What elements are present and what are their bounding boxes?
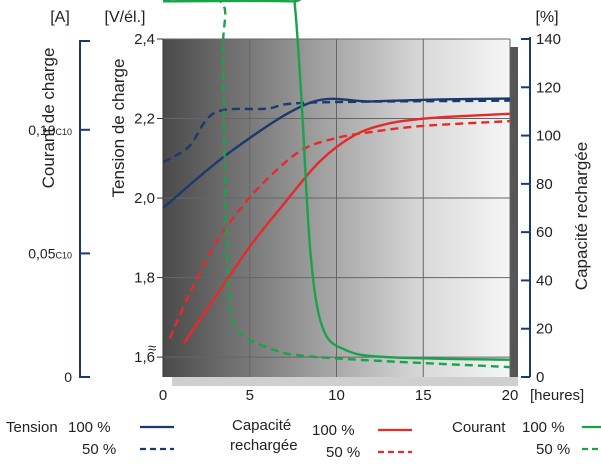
series-line-3 bbox=[168, 119, 511, 339]
legend-group-title: rechargée bbox=[230, 437, 298, 454]
legend: Tension 100 % 50 % Capacité rechargée 100 % 50… bbox=[6, 417, 601, 461]
x-tick-label: 20 bbox=[502, 387, 519, 404]
percent-tick-label: 100 bbox=[536, 128, 561, 145]
grid-lines bbox=[163, 38, 511, 377]
legend-group-title: Courant bbox=[452, 419, 506, 436]
x-axis-title: [heures] bbox=[530, 387, 584, 404]
voltage-tick-label: 2,2 bbox=[134, 111, 155, 128]
percent-tick-label: 40 bbox=[536, 272, 553, 289]
voltage-tick-label: 2,0 bbox=[134, 190, 155, 207]
current-tick-subscript: C10 bbox=[55, 250, 72, 260]
series-line-1 bbox=[162, 99, 511, 164]
legend-item-label: 100 % bbox=[312, 422, 355, 439]
legend-item-label: 50 % bbox=[326, 444, 360, 461]
axis-break-symbol: ≈ bbox=[148, 340, 156, 357]
percent-unit-label: [%] bbox=[535, 9, 558, 26]
percent-tick-label: 20 bbox=[536, 321, 553, 338]
voltage-axis-title: Tension de charge bbox=[109, 59, 128, 198]
plot-shadow-bottom bbox=[172, 377, 518, 386]
percent-tick-label: 140 bbox=[536, 31, 561, 48]
series-line-2 bbox=[182, 112, 511, 344]
percent-tick-label: 80 bbox=[536, 176, 553, 193]
current-tick-value: 0,05 bbox=[28, 245, 55, 261]
series-lines bbox=[162, 0, 511, 369]
percent-axis-title: Capacité rechargée bbox=[572, 142, 591, 290]
voltage-tick-label: 1,6 bbox=[134, 349, 155, 366]
voltage-tick-label: 1,8 bbox=[134, 270, 155, 287]
current-tick-label: 0,05C10 bbox=[28, 245, 72, 261]
percent-tick-label: 120 bbox=[536, 79, 561, 96]
percent-tick-label: 0 bbox=[536, 369, 544, 386]
current-tick-label: 0,10C10 bbox=[28, 122, 72, 138]
current-axis-title: Courant de charge bbox=[39, 48, 58, 189]
series-line-4 bbox=[162, 0, 511, 361]
x-tick-label: 10 bbox=[328, 387, 345, 404]
current-axis-line bbox=[79, 40, 90, 378]
voltage-tick-label: 2,4 bbox=[134, 31, 155, 48]
current-tick-value: 0,10 bbox=[28, 122, 55, 138]
current-unit-label: [A] bbox=[50, 9, 70, 26]
voltage-unit-label: [V/él.] bbox=[105, 9, 146, 26]
legend-group-title: Capacité bbox=[232, 417, 291, 434]
axis-labels: 1,6 1,8 2,0 2,2 2,4 ≈ [V/él.] Tension de charge… bbox=[28, 9, 591, 404]
current-tick-value: 0 bbox=[64, 369, 72, 385]
legend-item-label: 50 % bbox=[536, 441, 570, 458]
plot-shadow-right bbox=[510, 47, 518, 386]
x-tick-label: 5 bbox=[246, 387, 254, 404]
legend-item-label: 100 % bbox=[522, 419, 565, 436]
percent-tick-label: 60 bbox=[536, 224, 553, 241]
x-tick-label: 15 bbox=[415, 387, 432, 404]
legend-group-title: Tension bbox=[6, 419, 58, 436]
series-line-0 bbox=[162, 97, 511, 209]
current-tick-subscript: C10 bbox=[55, 127, 72, 137]
series-line-5 bbox=[162, 0, 511, 369]
legend-item-label: 100 % bbox=[68, 419, 111, 436]
current-tick-label: 0 bbox=[64, 369, 72, 385]
legend-item-label: 50 % bbox=[82, 441, 116, 458]
x-tick-label: 0 bbox=[159, 387, 167, 404]
